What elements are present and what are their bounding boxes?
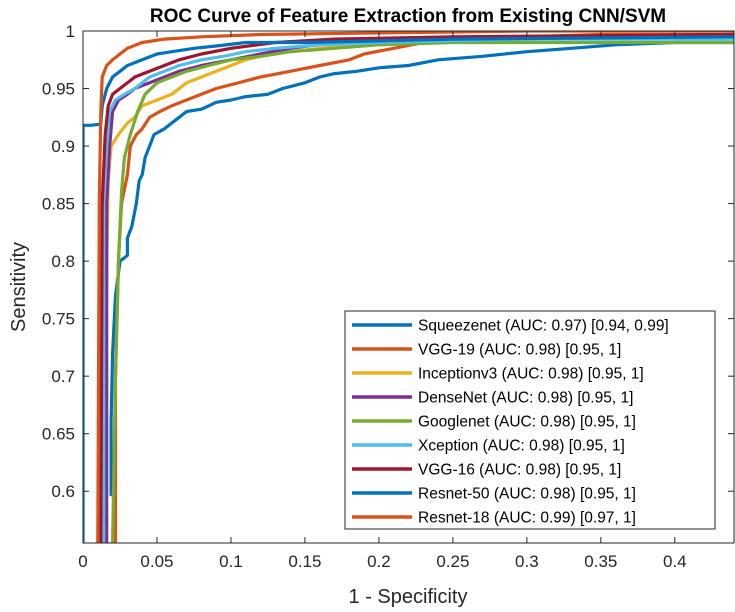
plot-area	[82, 30, 735, 544]
legend-items: Squeezenet (AUC: 0.97) [0.94, 0.99] VGG-1…	[352, 318, 669, 527]
x-tick-label: 0.25	[436, 552, 469, 571]
y-tick-label: 0.75	[42, 310, 75, 329]
x-tick-label: 0.35	[584, 552, 617, 571]
y-tick-label: 1	[66, 22, 75, 41]
legend-label-8: Resnet-18 (AUC: 0.99) [0.97, 1]	[418, 510, 636, 527]
legend-label-2: Inceptionv3 (AUC: 0.98) [0.95, 1]	[418, 366, 644, 383]
y-tick-label: 0.7	[51, 367, 75, 386]
series-layer	[83, 31, 734, 543]
y-tick-label: 0.65	[42, 425, 75, 444]
x-axis-label: 1 - Specificity	[349, 586, 468, 608]
y-tick-label: 0.85	[42, 195, 75, 214]
series-line-8	[96, 31, 734, 543]
legend-label-5: Xception (AUC: 0.98) [0.95, 1]	[418, 438, 625, 455]
x-tick-label: 0.15	[288, 552, 321, 571]
series-line-4	[111, 40, 734, 543]
series-line-0	[109, 40, 734, 497]
legend-label-0: Squeezenet (AUC: 0.97) [0.94, 0.99]	[418, 318, 669, 335]
x-tick-label: 0.4	[663, 552, 687, 571]
legend-label-6: VGG-16 (AUC: 0.98) [0.95, 1]	[418, 462, 621, 479]
y-tick-label: 0.95	[42, 80, 75, 99]
legend-label-4: Googlenet (AUC: 0.98) [0.95, 1]	[418, 414, 636, 431]
x-tick-label: 0.3	[515, 552, 539, 571]
x-tick-label: 0.2	[367, 552, 391, 571]
y-tick-label: 0.6	[51, 482, 75, 501]
x-tick-label: 0.05	[140, 552, 173, 571]
x-tick-label: 0	[78, 552, 87, 571]
plot-frame	[82, 30, 735, 544]
x-axis: 0 0.05 0.1 0.15 0.2 0.25 0.3 0.35 0.4	[78, 31, 687, 571]
y-tick-label: 0.8	[51, 252, 75, 271]
legend-label-7: Resnet-50 (AUC: 0.98) [0.95, 1]	[418, 486, 636, 503]
legend-label-1: VGG-19 (AUC: 0.98) [0.95, 1]	[418, 342, 621, 359]
y-tick-label: 0.9	[51, 137, 75, 156]
legend-label-3: DenseNet (AUC: 0.98) [0.95, 1]	[418, 390, 633, 407]
x-tick-label: 0.1	[219, 552, 243, 571]
series-line-5	[102, 37, 734, 543]
y-axis: 0.6 0.65 0.7 0.75 0.8 0.85 0.9 0.95 1	[42, 22, 734, 501]
y-axis-label: Sensitivity	[8, 242, 30, 332]
legend: Squeezenet (AUC: 0.97) [0.94, 0.99] VGG-1…	[344, 310, 716, 530]
chart-title: ROC Curve of Feature Extraction from Exi…	[150, 6, 666, 27]
